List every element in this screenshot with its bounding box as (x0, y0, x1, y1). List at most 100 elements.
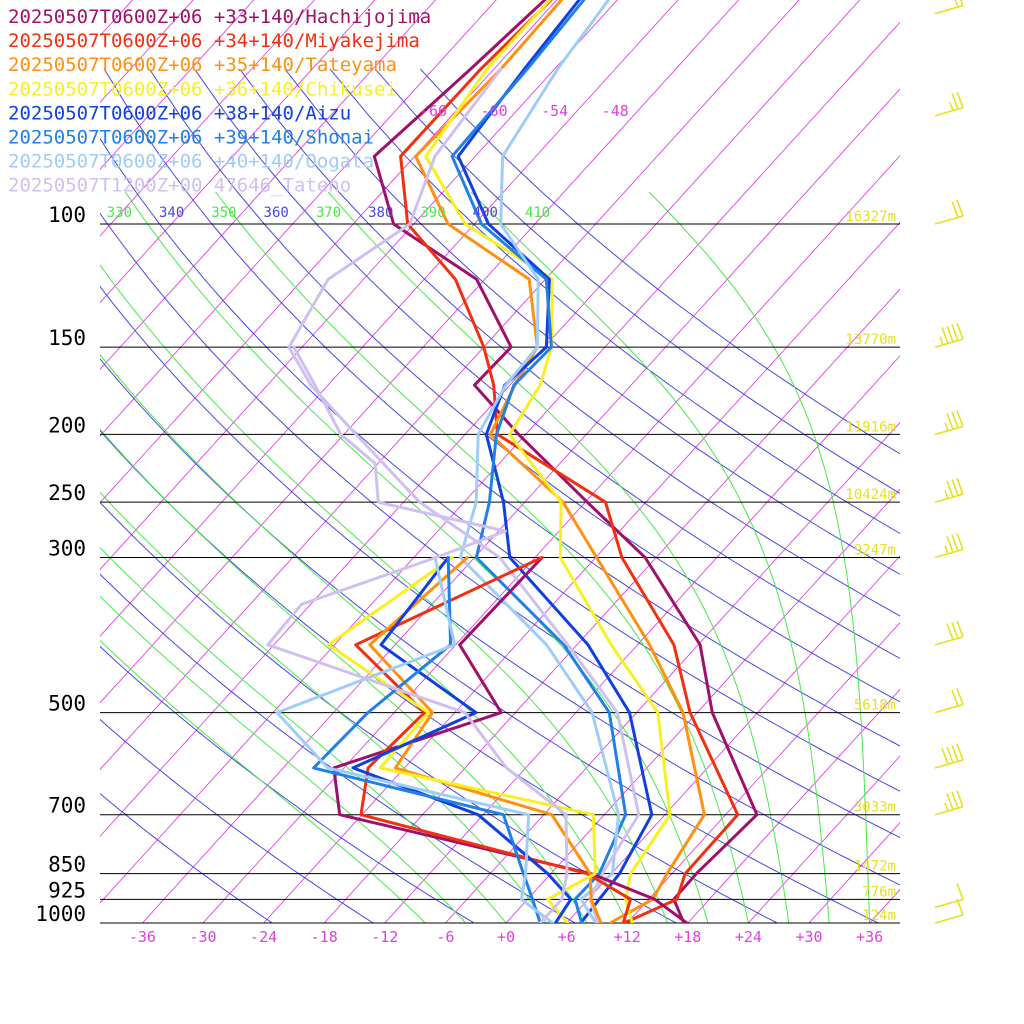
temperature-tick-label: -6 (436, 928, 454, 946)
wind-barb (934, 410, 964, 436)
dry-adiabat (374, 68, 900, 494)
temperature-tick-label: -36 (129, 928, 156, 946)
barb-feather (946, 325, 954, 343)
pressure-tick-label: 850 (48, 853, 86, 877)
temperature-profile (372, 0, 759, 923)
dry-adiabat (100, 718, 374, 923)
barb-staff (934, 636, 964, 646)
isotherm-line (100, 0, 800, 771)
dry-adiabat (100, 137, 900, 792)
barb-feather (951, 479, 959, 496)
barb-feather (951, 411, 959, 429)
wind-barb (934, 199, 964, 225)
wind-barb (934, 0, 964, 15)
barb-feather (951, 745, 959, 762)
temperature-tick-label: +30 (795, 928, 822, 946)
temperature-profile (414, 0, 706, 923)
isotherm-line (142, 88, 900, 923)
isotherm-line (100, 21, 900, 904)
temperature-profile (456, 0, 654, 923)
moist-adiabat (100, 428, 588, 923)
barb-feather (960, 0, 964, 6)
dewpoint-profile (312, 556, 542, 923)
isotherm-line (991, 0, 1024, 923)
barb-feather (956, 410, 964, 427)
barb-staff (934, 703, 964, 714)
wind-barb (934, 322, 964, 348)
temperature-tick-label: +6 (558, 928, 576, 946)
isotherm-line (626, 622, 900, 923)
temperature-tick-label: -24 (250, 928, 277, 946)
barb-staff (934, 898, 964, 909)
theta-tick-label: 380 (368, 205, 393, 221)
pressure-tick-label: 1000 (35, 902, 86, 926)
theta-tick-label: 370 (316, 205, 341, 221)
barb-feather (956, 199, 964, 217)
isotherm-line (100, 0, 618, 571)
isotherm-line (687, 688, 900, 923)
dewpoint-profile (332, 556, 689, 923)
barb-staff (934, 493, 964, 503)
barb-staff (934, 425, 964, 436)
dry-adiabat (239, 68, 900, 617)
isotherm-line (384, 355, 900, 923)
height-label: 776m (862, 884, 896, 900)
legend-entry: 20250507T0600Z+06 +40+140/Oogata (8, 151, 374, 173)
temperature-profile (458, 0, 620, 923)
barb-feather (946, 480, 954, 498)
temperature-tick-label: -18 (311, 928, 338, 946)
isotherm-line (505, 488, 900, 923)
height-label: 10424m (845, 487, 896, 503)
upper-temperature-label: -48 (602, 102, 629, 120)
temperature-tick-label: +36 (856, 928, 883, 946)
isotherm-line (445, 421, 900, 923)
dry-adiabat (100, 285, 900, 886)
pressure-tick-label: 300 (48, 537, 86, 561)
temperature-profile (424, 0, 672, 923)
height-label: 5618m (854, 698, 896, 714)
barb-half-feather (949, 102, 954, 111)
isotherm-line (263, 221, 900, 923)
sounding-profiles (266, 0, 759, 923)
dewpoint-profile (326, 556, 597, 923)
wind-barb (934, 883, 964, 909)
barb-half-feather (939, 336, 944, 345)
temperature-tick-label: +0 (497, 928, 515, 946)
isotherm-line (202, 155, 900, 923)
barb-feather (956, 688, 964, 705)
height-label: 13770m (845, 332, 896, 348)
barb-feather (946, 623, 954, 640)
dry-adiabat (419, 68, 900, 455)
barb-feather (956, 743, 964, 761)
legend-entry: 20250507T0600Z+06 +36+140/Chikusei (8, 78, 397, 100)
wind-barb (934, 620, 964, 646)
isotherm-line (100, 0, 497, 437)
barb-half-feather (944, 422, 949, 431)
temperature-tick-label: +18 (674, 928, 701, 946)
height-label: 3033m (854, 800, 896, 816)
legend-entry: 20250507T0600Z+06 +33+140/Hachijojima (8, 6, 431, 28)
pressure-tick-label: 925 (48, 878, 86, 902)
theta-tick-label: 400 (473, 205, 498, 221)
pressure-tick-label: 150 (48, 326, 86, 350)
temperature-tick-label: -30 (189, 928, 216, 946)
dry-adiabat (100, 212, 900, 839)
legend: 20250507T0600Z+06 +33+140/Hachijojima 202… (8, 6, 431, 197)
isotherm-line (869, 888, 900, 923)
dry-adiabat (100, 792, 273, 923)
barb-staff (934, 338, 964, 348)
barb-feather (956, 533, 964, 550)
barb-feather (951, 791, 959, 809)
dewpoint-profile (266, 345, 569, 923)
barb-feather (951, 534, 959, 552)
dry-adiabat (103, 68, 900, 747)
wind-barb (934, 790, 964, 816)
barb-feather (946, 793, 954, 810)
temperature-tick-label: +12 (614, 928, 641, 946)
isotherm-line (100, 0, 740, 704)
moist-adiabat (215, 191, 749, 923)
barb-feather (951, 621, 959, 639)
dry-adiabat (284, 68, 900, 575)
barb-feather (941, 327, 949, 344)
barb-half-feather (944, 802, 949, 812)
